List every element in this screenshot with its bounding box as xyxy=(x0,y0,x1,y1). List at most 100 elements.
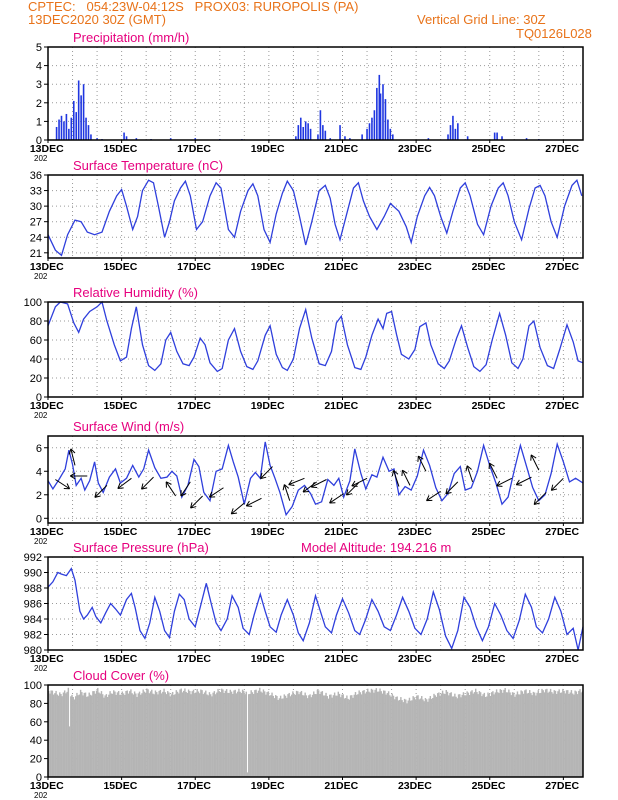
cloud-bar xyxy=(212,692,214,777)
cloud-bar xyxy=(152,693,154,777)
cloud-bar xyxy=(254,690,256,777)
wind-arrow-head xyxy=(284,484,290,489)
cloud-bar xyxy=(201,690,203,777)
x-tick-label: 23DEC xyxy=(398,780,432,792)
wind-arrow xyxy=(117,477,132,490)
header-grid-note: Vertical Grid Line: 30Z xyxy=(417,12,546,27)
cloud-bar xyxy=(551,692,553,777)
x-tick-label: 15DEC xyxy=(103,400,137,412)
cloud-bar xyxy=(454,693,456,777)
cloud-bar xyxy=(418,699,421,777)
cloud-bar xyxy=(397,700,400,777)
cloud-bar xyxy=(181,692,184,777)
wind-arrow-head xyxy=(402,469,408,474)
wind-arrow-head xyxy=(260,472,263,479)
y-tick-label: 36 xyxy=(30,170,42,182)
precip-bar xyxy=(82,84,85,140)
cloud-bar xyxy=(472,693,474,777)
cloud-bar xyxy=(65,693,67,777)
cloud-bar xyxy=(477,694,479,777)
x-tick-label: 23DEC xyxy=(398,261,432,273)
cloud-bar xyxy=(475,688,477,777)
cloud-bar xyxy=(320,691,322,777)
cloud-bar xyxy=(349,695,352,777)
y-tick-label: 0 xyxy=(36,392,42,404)
x-tick-label: 15DEC xyxy=(103,143,137,155)
cloud-bar xyxy=(444,694,446,777)
wind-arrow-head xyxy=(550,484,554,491)
x-tick-label: 27DEC xyxy=(545,143,579,155)
cloud-bar xyxy=(428,698,430,777)
cloud-bar xyxy=(52,694,55,777)
x-tick-label: 19DEC xyxy=(251,143,285,155)
cloud-bar xyxy=(556,693,558,777)
cloud-bar xyxy=(294,694,297,777)
cloud-bar xyxy=(223,693,225,777)
cloud-bar xyxy=(580,692,582,777)
cloud-bar xyxy=(93,691,95,777)
cloud-bar xyxy=(115,694,117,777)
cloud-bar xyxy=(200,689,202,777)
precip-bar xyxy=(55,126,58,140)
cloud-bar xyxy=(487,692,489,777)
cloud-bar xyxy=(105,694,108,777)
precip-bar xyxy=(77,80,80,140)
cloud-bar xyxy=(468,694,471,777)
x-tick-label: 25DEC xyxy=(472,780,506,792)
cloud-bar xyxy=(409,700,412,777)
cloud-bar xyxy=(111,693,114,777)
wind-arrow-head xyxy=(245,500,250,507)
cloud-bar xyxy=(331,697,333,777)
cloud-bar xyxy=(157,694,159,777)
cloud-bar xyxy=(321,691,324,777)
precip-bar xyxy=(449,125,452,140)
x-tick-label: 13DEC xyxy=(30,261,64,273)
cloud-bar xyxy=(390,696,392,777)
cloud-bar xyxy=(260,691,262,777)
cloud-bar xyxy=(455,696,457,777)
cloud-bar xyxy=(114,691,116,777)
y-tick-label: 980 xyxy=(24,645,42,657)
panel-3: 0 20 40 60 80 100 Relative Humidity (%) 13DEC 15… xyxy=(24,285,584,420)
precip-bar xyxy=(493,132,496,140)
cloud-bar xyxy=(222,689,224,777)
cloud-bar xyxy=(164,692,166,777)
cloud-bar xyxy=(547,692,549,777)
cloud-bar xyxy=(378,691,380,777)
precip-bar xyxy=(322,125,324,140)
cloud-bar xyxy=(517,694,520,777)
cloud-bar xyxy=(309,694,311,777)
cloud-bar xyxy=(520,690,522,777)
cloud-bar xyxy=(191,691,193,777)
precip-bar xyxy=(194,138,197,140)
cloud-bar xyxy=(283,694,286,777)
cloud-bar xyxy=(497,692,499,777)
cloud-bar xyxy=(351,695,353,777)
cloud-bar xyxy=(537,690,540,777)
cloud-bar xyxy=(73,699,76,777)
wind-arrow xyxy=(68,448,76,466)
cloud-bar xyxy=(511,692,514,777)
cloud-bar xyxy=(525,689,527,777)
precip-bar xyxy=(371,117,373,140)
wind-arrow xyxy=(391,470,400,487)
precip-bar xyxy=(169,138,172,140)
cloud-bar xyxy=(367,688,369,777)
cloud-bar xyxy=(169,696,171,777)
cloud-bar xyxy=(430,698,433,777)
x-tick-label: 21DEC xyxy=(324,400,358,412)
cloud-bar xyxy=(549,688,552,777)
cloud-bar xyxy=(122,693,125,777)
cloud-bar xyxy=(530,693,532,777)
precip-bar xyxy=(68,128,70,140)
cloud-bar xyxy=(147,689,149,777)
cloud-bar xyxy=(419,698,422,777)
header-station: CPTEC: 054:23W-04:12S PROX03: RUROPOLIS … xyxy=(28,0,359,14)
precip-bar xyxy=(392,134,394,140)
cloud-bar xyxy=(521,691,524,777)
y-tick-label: 4 xyxy=(36,466,42,478)
x-tick-label: 19DEC xyxy=(251,400,285,412)
cloud-bar xyxy=(328,694,331,777)
cloud-bar xyxy=(60,693,62,777)
